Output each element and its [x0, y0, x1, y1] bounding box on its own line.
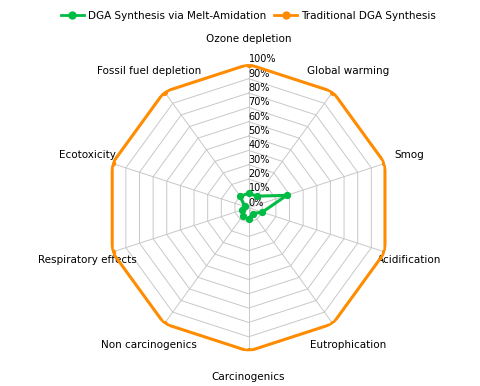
Point [238, 207, 246, 213]
Point [283, 192, 290, 198]
Point [108, 160, 116, 166]
Point [245, 216, 252, 222]
Point [245, 190, 252, 196]
Point [381, 160, 389, 166]
Point [329, 321, 336, 327]
Point [108, 249, 116, 255]
Point [245, 61, 252, 68]
Point [249, 210, 257, 217]
Point [329, 89, 336, 95]
Point [245, 348, 252, 354]
Point [239, 213, 247, 219]
Point [381, 249, 389, 255]
Point [236, 193, 244, 199]
Point [160, 89, 168, 95]
Point [253, 193, 261, 199]
Point [258, 209, 266, 215]
Legend: DGA Synthesis via Melt-Amidation, Traditional DGA Synthesis: DGA Synthesis via Melt-Amidation, Tradit… [57, 7, 441, 25]
Point [160, 321, 168, 327]
Point [240, 203, 248, 210]
